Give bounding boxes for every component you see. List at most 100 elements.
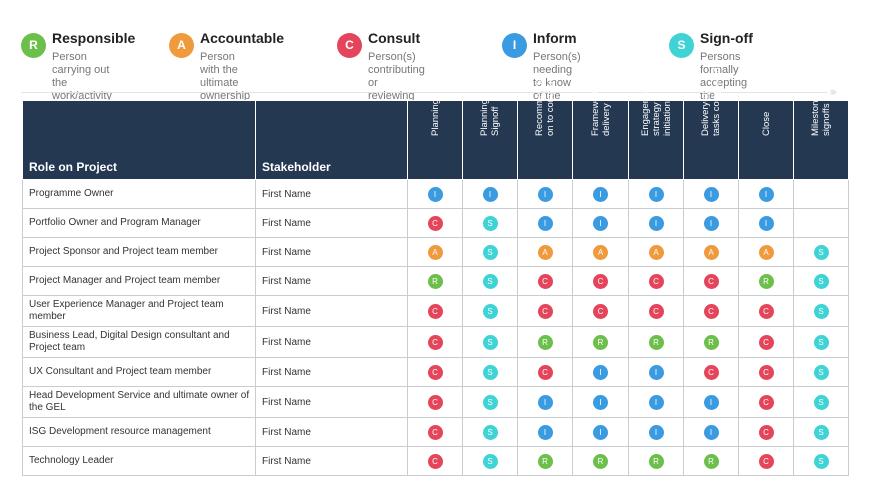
raci-badge-s: S xyxy=(813,334,829,350)
role-column-header: Role on Project xyxy=(22,100,256,180)
raci-cell: I xyxy=(738,208,794,238)
activity-column-header: Close xyxy=(738,100,794,180)
raci-cell: R xyxy=(517,446,573,476)
raci-cell: I xyxy=(738,179,794,209)
raci-cell: C xyxy=(517,295,573,327)
activity-header-line: Close xyxy=(760,111,772,136)
raci-badge-c: C xyxy=(427,334,443,350)
raci-badge-r: R xyxy=(648,453,664,469)
role-cell: UX Consultant and Project team member xyxy=(22,357,256,387)
raci-badge-i: I xyxy=(758,186,774,202)
raci-badge-s: S xyxy=(813,273,829,289)
raci-cell: S xyxy=(462,208,518,238)
raci-cell: S xyxy=(462,237,518,267)
activity-header-line: Recommendati xyxy=(534,72,545,136)
raci-badge-r: R xyxy=(427,273,443,289)
raci-badge-c: C xyxy=(758,394,774,410)
raci-badge-s: S xyxy=(482,244,498,260)
raci-cell: I xyxy=(628,208,684,238)
raci-cell: I xyxy=(683,417,739,447)
raci-cell: C xyxy=(572,266,629,296)
raci-badge-c: C xyxy=(703,273,719,289)
activity-header-text: Close xyxy=(761,112,772,136)
raci-badge-i: I xyxy=(593,364,608,380)
role-cell: Business Lead, Digital Design consultant… xyxy=(22,326,256,358)
raci-badge-i: I xyxy=(593,186,608,202)
activity-header-line: Planning xyxy=(429,99,441,136)
activity-column-header: Planning Signoff xyxy=(462,99,518,180)
raci-cell: S xyxy=(793,295,849,327)
stakeholder-cell: First Name xyxy=(255,237,408,267)
raci-badge-i: I xyxy=(648,394,664,410)
raci-cell: S xyxy=(462,326,518,358)
raci-badge-s: S xyxy=(482,303,498,319)
legend-badge-accountable: A xyxy=(169,33,194,58)
raci-badge-r: R xyxy=(703,334,719,350)
raci-cell: R xyxy=(628,326,684,358)
raci-badge-s: S xyxy=(482,394,498,410)
raci-cell: A xyxy=(738,237,794,267)
raci-cell: I xyxy=(572,179,629,209)
raci-cell: S xyxy=(793,386,849,418)
activity-header-line: tasks completed xyxy=(711,67,722,136)
legend-description: Person carrying out the work/activity xyxy=(52,51,112,103)
raci-cell: C xyxy=(738,417,794,447)
raci-cell: R xyxy=(517,326,573,358)
raci-cell: I xyxy=(572,357,629,387)
role-cell: Project Manager and Project team member xyxy=(22,266,256,296)
raci-badge-c: C xyxy=(703,364,719,380)
raci-badge-c: C xyxy=(427,424,443,440)
table-row: ISG Development resource management First… xyxy=(22,417,849,447)
raci-badge-i: I xyxy=(648,364,664,380)
raci-cell: S xyxy=(462,295,518,327)
raci-cell: A xyxy=(572,237,629,267)
stakeholder-cell: First Name xyxy=(255,386,408,418)
role-cell: User Experience Manager and Project team… xyxy=(22,295,256,327)
role-cell: Head Development Service and ultimate ow… xyxy=(22,386,256,418)
activity-header-line: Engagement xyxy=(639,82,651,136)
raci-cell: C xyxy=(407,446,463,476)
raci-badge-c: C xyxy=(648,273,664,289)
raci-badge-c: C xyxy=(537,364,553,380)
table-row: Technology Leader First Name C S R R R R C S xyxy=(22,446,849,476)
raci-cell: R xyxy=(683,326,739,358)
raci-badge-i: I xyxy=(537,186,553,202)
activity-header-label: Recommendati on to continue xyxy=(525,64,565,136)
raci-cell: C xyxy=(517,266,573,296)
raci-cell: C xyxy=(407,208,463,238)
activity-header-label: Planning Signoff xyxy=(470,64,510,136)
legend-description-line: Person carrying out the xyxy=(52,51,110,89)
raci-cell: C xyxy=(517,357,573,387)
activity-column-header: Recommendati on to continue xyxy=(517,72,573,180)
stakeholder-cell: First Name xyxy=(255,295,408,327)
legend-title: Responsible xyxy=(52,30,136,46)
raci-cell: C xyxy=(407,326,463,358)
raci-cell: C xyxy=(738,295,794,327)
role-cell: ISG Development resource management xyxy=(22,417,256,447)
activity-column-header: Planning xyxy=(407,99,463,180)
raci-badge-i: I xyxy=(482,186,498,202)
raci-cell: R xyxy=(628,446,684,476)
raci-cell: R xyxy=(407,266,463,296)
raci-badge-s: S xyxy=(482,273,498,289)
raci-badge-c: C xyxy=(758,303,774,319)
raci-badge-a: A xyxy=(648,244,664,260)
activity-column-header: Delivery-all tasks completed xyxy=(683,67,739,180)
activity-header-line: Delivery-all xyxy=(700,89,711,136)
raci-badge-c: C xyxy=(427,215,443,231)
activity-header-line: Signoff xyxy=(490,106,501,136)
raci-cell: C xyxy=(738,357,794,387)
activity-header-label: Planning xyxy=(415,64,455,136)
raci-badge-s: S xyxy=(813,394,829,410)
role-cell: Portfolio Owner and Program Manager xyxy=(22,208,256,238)
raci-cell: I xyxy=(407,179,463,209)
activity-header-label: Framework for delivery xyxy=(581,64,621,136)
stakeholder-cell: First Name xyxy=(255,417,408,447)
raci-cell: I xyxy=(683,208,739,238)
raci-cell: C xyxy=(407,386,463,418)
table-body: Programme Owner First Name I I I I I I I Portfoli… xyxy=(22,179,849,476)
legend-title: Accountable xyxy=(200,30,285,46)
table-row: User Experience Manager and Project team… xyxy=(22,295,849,327)
role-cell: Programme Owner xyxy=(22,179,256,209)
activity-header-line: Milestone xyxy=(810,95,821,136)
